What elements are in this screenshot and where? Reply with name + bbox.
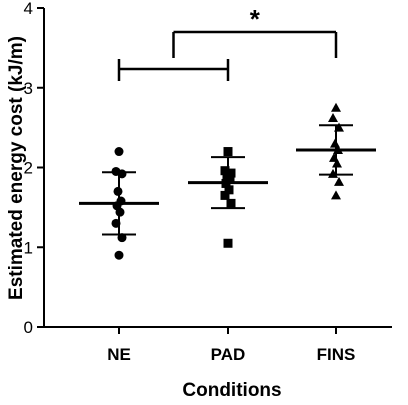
x-tick-label: PAD [211, 345, 246, 364]
data-point [328, 113, 338, 123]
x-axis: NE PAD FINS [44, 326, 392, 364]
x-tick-label: FINS [317, 345, 356, 364]
data-point [334, 176, 344, 186]
data-groups [79, 102, 376, 260]
comparison-brackets: * [117, 4, 338, 81]
y-tick-label: 3 [24, 79, 33, 98]
y-tick-label: 0 [24, 318, 33, 337]
group-pad [188, 147, 268, 248]
y-ticks: 0 1 2 3 4 [24, 0, 44, 337]
y-axis-title: Estimated energy cost (kJ/m) [6, 36, 27, 300]
y-tick-label: 1 [24, 238, 33, 257]
data-point [223, 238, 233, 248]
bracket-group-fins: * [172, 4, 338, 58]
bracket-ne-pad [117, 59, 230, 81]
y-axis: 0 1 2 3 4 [24, 0, 45, 337]
y-tick-label: 2 [24, 159, 33, 178]
x-tick-label: NE [107, 345, 131, 364]
y-tick-label: 4 [24, 0, 33, 18]
data-point [331, 102, 341, 112]
data-point [220, 190, 230, 200]
data-point [114, 147, 124, 157]
group-fins [296, 102, 376, 200]
x-axis-title: Conditions [182, 380, 281, 401]
data-point [226, 198, 236, 208]
data-point [331, 190, 341, 200]
group-ne [79, 147, 159, 260]
data-point [223, 147, 233, 157]
data-point [220, 166, 230, 176]
x-ticks: NE PAD FINS [107, 327, 355, 364]
significance-label: * [250, 4, 261, 34]
data-point [114, 250, 124, 260]
